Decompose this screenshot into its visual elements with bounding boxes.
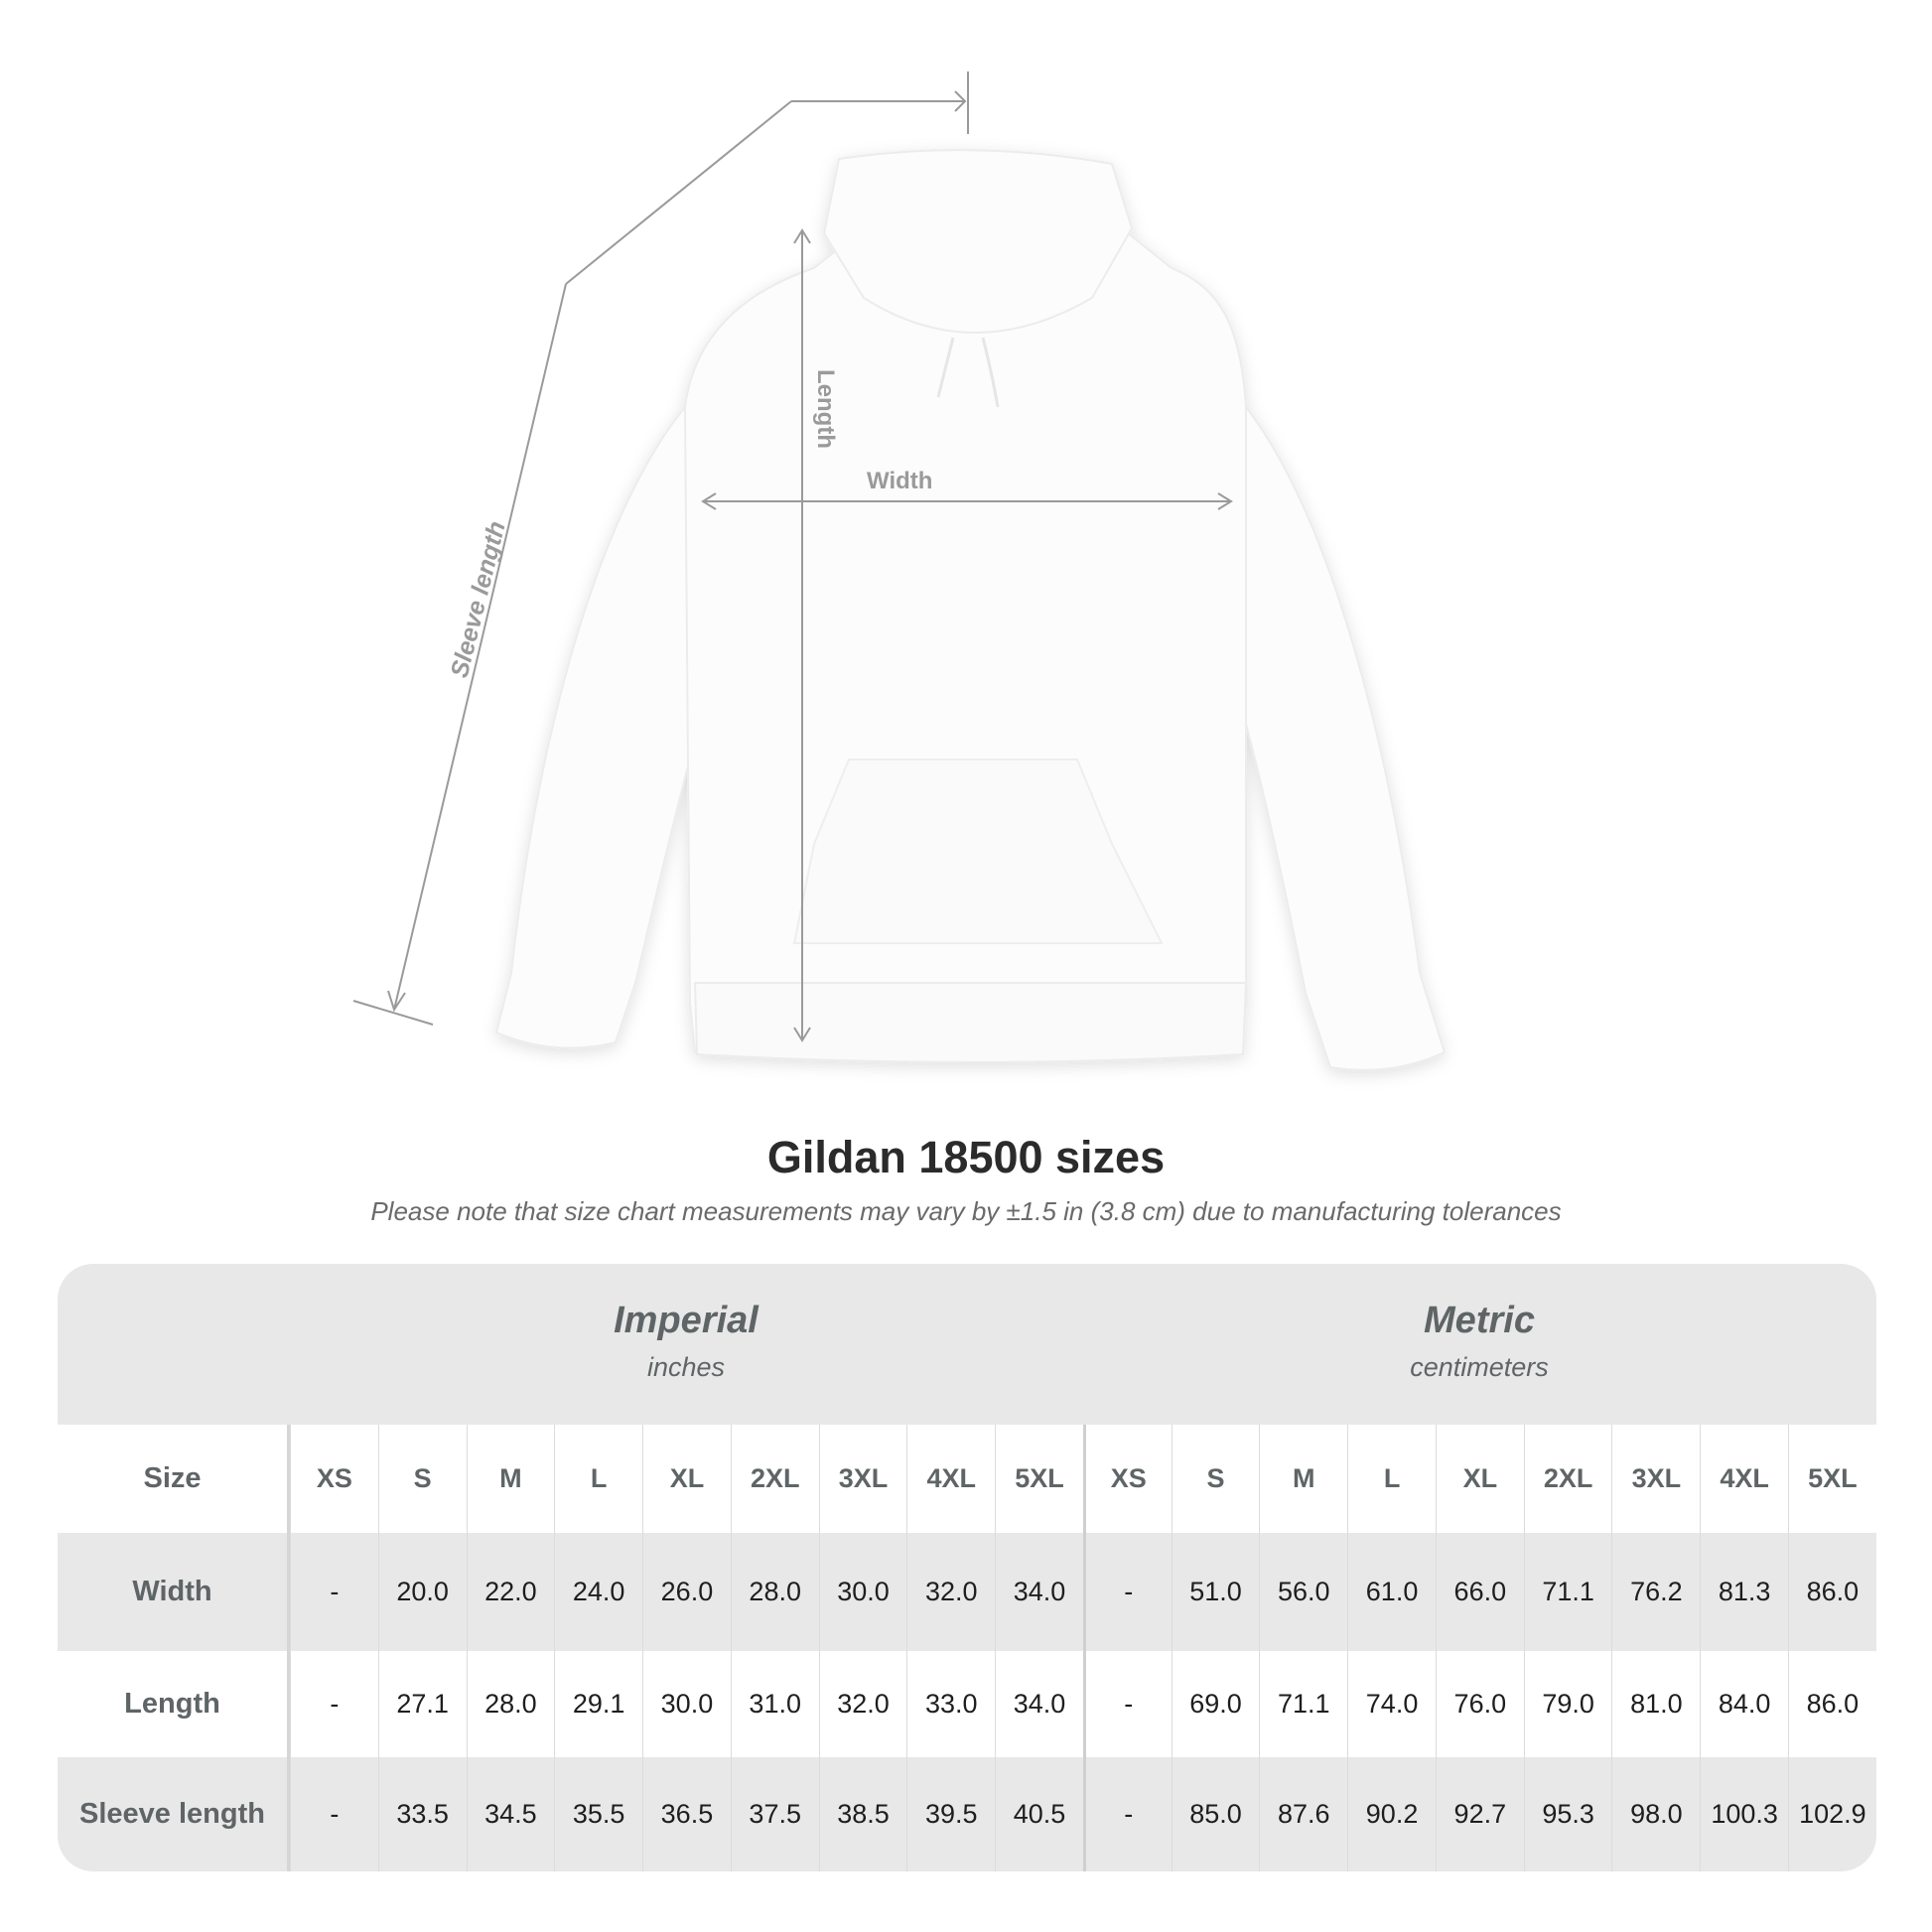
metric-header: Metric centimeters <box>1082 1264 1876 1425</box>
value-cell-imperial: 27.1 <box>377 1651 467 1757</box>
length-label: Length <box>812 369 839 449</box>
value-cell-imperial: 32.0 <box>906 1533 995 1651</box>
value-cell-metric: 71.1 <box>1523 1533 1612 1651</box>
tolerance-note: Please note that size chart measurements… <box>370 1196 1562 1226</box>
value-cell-metric: 92.7 <box>1435 1757 1524 1871</box>
row-label: Length <box>58 1651 290 1757</box>
metric-unit: centimeters <box>1410 1352 1549 1382</box>
value-cell-metric: 86.0 <box>1788 1651 1876 1757</box>
value-cell-metric: 51.0 <box>1171 1533 1260 1651</box>
value-cell-metric: 56.0 <box>1259 1533 1347 1651</box>
hood-strings <box>936 337 1000 408</box>
value-cell-imperial: 36.5 <box>642 1757 731 1871</box>
row-label: Width <box>58 1533 290 1651</box>
size-header-metric: 4XL <box>1700 1425 1788 1533</box>
value-cell-metric: 71.1 <box>1259 1651 1347 1757</box>
value-cell-imperial: 37.5 <box>730 1757 819 1871</box>
value-cell-metric: 74.0 <box>1347 1651 1436 1757</box>
value-cell-imperial: - <box>290 1757 378 1871</box>
size-header-metric: XL <box>1435 1425 1524 1533</box>
value-cell-metric: 81.0 <box>1611 1651 1700 1757</box>
value-cell-imperial: 34.5 <box>466 1757 555 1871</box>
value-cell-metric: 100.3 <box>1700 1757 1788 1871</box>
size-label: Size <box>58 1425 290 1533</box>
value-cell-metric: - <box>1082 1533 1172 1651</box>
value-cell-metric: 66.0 <box>1435 1533 1524 1651</box>
size-row: Size XS S M L XL 2XL 3XL 4XL 5XL XS S M L XL 2XL 3XL 4XL 5… <box>58 1425 1876 1533</box>
value-cell-imperial: 22.0 <box>466 1533 555 1651</box>
imperial-header: Imperial inches <box>290 1264 1082 1425</box>
value-cell-imperial: 24.0 <box>554 1533 642 1651</box>
value-cell-metric: 69.0 <box>1171 1651 1260 1757</box>
imperial-title: Imperial <box>614 1300 759 1341</box>
value-cell-imperial: - <box>290 1533 378 1651</box>
size-header-metric: 5XL <box>1788 1425 1876 1533</box>
sleeve-length-label: Sleeve length <box>446 518 511 680</box>
value-cell-metric: 86.0 <box>1788 1533 1876 1651</box>
value-cell-metric: 81.3 <box>1700 1533 1788 1651</box>
value-cell-imperial: 28.0 <box>466 1651 555 1757</box>
value-cell-imperial: 30.0 <box>818 1533 907 1651</box>
value-cell-imperial: 39.5 <box>906 1757 995 1871</box>
size-header-metric: S <box>1171 1425 1260 1533</box>
width-label: Width <box>867 468 932 494</box>
value-cell-metric: 84.0 <box>1700 1651 1788 1757</box>
metric-title: Metric <box>1424 1300 1535 1341</box>
value-cell-imperial: 26.0 <box>642 1533 731 1651</box>
size-header-metric: M <box>1259 1425 1347 1533</box>
value-cell-imperial: 33.0 <box>906 1651 995 1757</box>
measurement-lines <box>352 71 1233 1042</box>
value-cell-imperial: 32.0 <box>818 1651 907 1757</box>
value-cell-imperial: 31.0 <box>730 1651 819 1757</box>
value-cell-metric: - <box>1082 1651 1172 1757</box>
size-table: Imperial inches Metric centimeters Size X… <box>58 1264 1876 1871</box>
value-cell-imperial: - <box>290 1651 378 1757</box>
size-header-imperial: XS <box>290 1425 378 1533</box>
value-cell-imperial: 40.5 <box>995 1757 1083 1871</box>
table-row: Length -27.1 28.0 29.1 30.0 31.0 32.0 33.0 34.0-… <box>58 1651 1876 1757</box>
size-header-imperial: S <box>377 1425 467 1533</box>
value-cell-imperial: 33.5 <box>377 1757 467 1871</box>
row-label: Sleeve length <box>58 1757 290 1871</box>
size-header-imperial: L <box>554 1425 642 1533</box>
value-cell-metric: 90.2 <box>1347 1757 1436 1871</box>
value-cell-metric: 102.9 <box>1788 1757 1876 1871</box>
value-cell-imperial: 29.1 <box>554 1651 642 1757</box>
size-header-imperial: 3XL <box>818 1425 907 1533</box>
hoodie-diagram: Length Width Sleeve length <box>352 71 1447 1071</box>
value-cell-imperial: 34.0 <box>995 1651 1083 1757</box>
value-cell-imperial: 28.0 <box>730 1533 819 1651</box>
value-cell-metric: 98.0 <box>1611 1757 1700 1871</box>
size-header-imperial: 2XL <box>730 1425 819 1533</box>
value-cell-metric: 95.3 <box>1523 1757 1612 1871</box>
value-cell-metric: - <box>1082 1757 1172 1871</box>
value-cell-imperial: 34.0 <box>995 1533 1083 1651</box>
value-cell-metric: 76.2 <box>1611 1533 1700 1651</box>
hoodie-image <box>494 149 1447 1071</box>
size-header-imperial: 4XL <box>906 1425 995 1533</box>
size-header-metric: 2XL <box>1523 1425 1612 1533</box>
imperial-unit: inches <box>646 1352 726 1382</box>
value-cell-imperial: 30.0 <box>642 1651 731 1757</box>
size-header-metric: 3XL <box>1611 1425 1700 1533</box>
value-cell-metric: 87.6 <box>1259 1757 1347 1871</box>
size-header-imperial: 5XL <box>995 1425 1083 1533</box>
size-header-imperial: M <box>466 1425 555 1533</box>
value-cell-metric: 61.0 <box>1347 1533 1436 1651</box>
value-cell-imperial: 35.5 <box>554 1757 642 1871</box>
value-cell-metric: 85.0 <box>1171 1757 1260 1871</box>
value-cell-imperial: 38.5 <box>818 1757 907 1871</box>
size-header-imperial: XL <box>642 1425 731 1533</box>
value-cell-metric: 79.0 <box>1523 1651 1612 1757</box>
table-row: Width -20.0 22.0 24.0 26.0 28.0 30.0 32.0 34.0-5… <box>58 1533 1876 1651</box>
value-cell-metric: 76.0 <box>1435 1651 1524 1757</box>
page-title: Gildan 18500 sizes <box>766 1132 1166 1182</box>
size-header-metric: L <box>1347 1425 1436 1533</box>
size-header-metric: XS <box>1082 1425 1172 1533</box>
table-row: Sleeve length -33.5 34.5 35.5 36.5 37.5 38.5 39… <box>58 1757 1876 1871</box>
value-cell-imperial: 20.0 <box>377 1533 467 1651</box>
